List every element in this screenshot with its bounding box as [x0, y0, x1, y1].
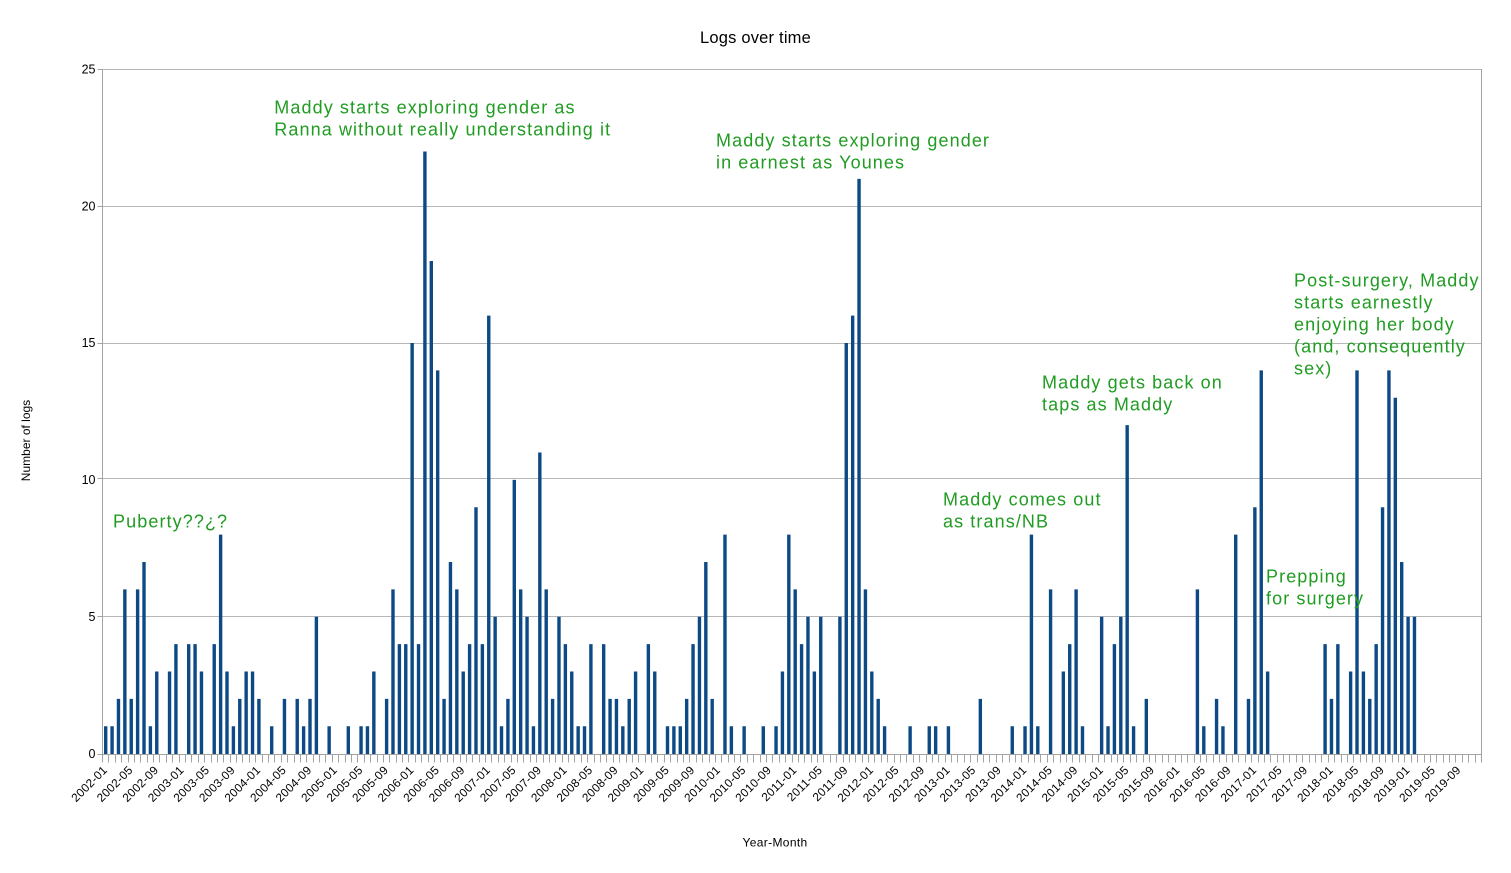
- svg-text:for surgery: for surgery: [1266, 589, 1364, 609]
- svg-text:0: 0: [89, 747, 96, 761]
- svg-text:10: 10: [82, 473, 96, 487]
- svg-text:Post-surgery, Maddy: Post-surgery, Maddy: [1294, 271, 1480, 291]
- svg-text:Maddy starts exploring gender: Maddy starts exploring gender as: [274, 98, 575, 118]
- svg-text:Puberty??¿?: Puberty??¿?: [113, 512, 228, 532]
- svg-text:as trans/NB: as trans/NB: [943, 512, 1049, 532]
- svg-text:Maddy comes out: Maddy comes out: [943, 490, 1102, 510]
- svg-text:Ranna without really understan: Ranna without really understanding it: [274, 120, 611, 140]
- svg-text:Year-Month: Year-Month: [742, 836, 807, 850]
- svg-text:Maddy gets back on: Maddy gets back on: [1042, 373, 1223, 393]
- svg-text:starts earnestly: starts earnestly: [1294, 293, 1434, 313]
- svg-text:Logs over time: Logs over time: [700, 29, 811, 47]
- svg-text:in earnest as Younes: in earnest as Younes: [716, 153, 905, 173]
- svg-text:(and, consequently: (and, consequently: [1294, 337, 1466, 357]
- svg-text:sex): sex): [1294, 359, 1332, 379]
- svg-text:5: 5: [89, 610, 96, 624]
- svg-text:Maddy starts exploring gender: Maddy starts exploring gender: [716, 131, 990, 151]
- svg-text:20: 20: [82, 199, 96, 213]
- svg-text:Number of logs: Number of logs: [19, 400, 33, 481]
- svg-text:Prepping: Prepping: [1266, 567, 1347, 587]
- svg-text:15: 15: [82, 336, 96, 350]
- svg-text:25: 25: [82, 63, 96, 77]
- svg-text:taps as Maddy: taps as Maddy: [1042, 395, 1173, 415]
- svg-text:enjoying her body: enjoying her body: [1294, 315, 1455, 335]
